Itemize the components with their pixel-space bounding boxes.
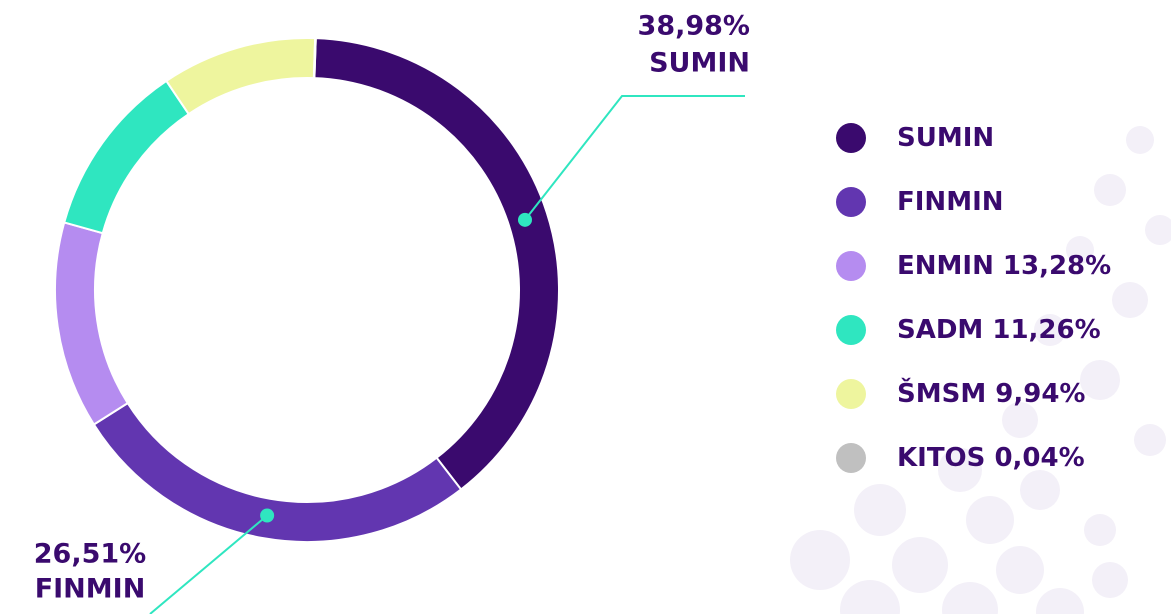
donut-slice (164, 37, 317, 116)
legend-swatch (836, 315, 866, 345)
callout-value: 26,51% (34, 539, 146, 570)
legend-swatch (836, 251, 866, 281)
legend-swatch (836, 123, 866, 153)
legend-label: SADM 11,26% (897, 315, 1101, 345)
legend-label: ENMIN 13,28% (897, 251, 1111, 281)
legend-name: ŠMSM (897, 377, 986, 409)
legend-swatch (836, 443, 866, 473)
background-dots (790, 126, 1171, 614)
callout-value: 38,98% (638, 11, 750, 42)
legend-value: 0,04% (994, 443, 1084, 473)
callout-line (149, 514, 268, 614)
legend-value: 11,26% (992, 315, 1100, 345)
donut-slice (62, 79, 191, 235)
legend-name: ENMIN (897, 251, 994, 281)
donut-slice (312, 37, 317, 80)
legend-name: SADM (897, 315, 983, 345)
legend-name: FINMIN (897, 187, 1004, 217)
legend-value: 9,94% (995, 379, 1085, 409)
legend-label: FINMIN (897, 187, 1004, 217)
legend-name: KITOS (897, 443, 985, 473)
callout-dot (517, 212, 532, 227)
legend-value: 13,28% (1003, 251, 1111, 281)
callout-name: SUMIN (649, 48, 750, 79)
legend-swatch (836, 187, 866, 217)
donut-slice (54, 221, 130, 426)
donut-slice (313, 37, 560, 491)
callout-dot (260, 508, 275, 523)
legend-name: SUMIN (897, 123, 994, 153)
legend-label: SUMIN (897, 123, 994, 153)
donut-slice (92, 401, 463, 543)
callout-line (524, 95, 745, 221)
legend-swatch (836, 379, 866, 409)
legend-label: KITOS 0,04% (897, 443, 1085, 473)
legend-label: ŠMSM 9,94% (897, 377, 1085, 409)
callout-name: FINMIN (35, 574, 146, 605)
